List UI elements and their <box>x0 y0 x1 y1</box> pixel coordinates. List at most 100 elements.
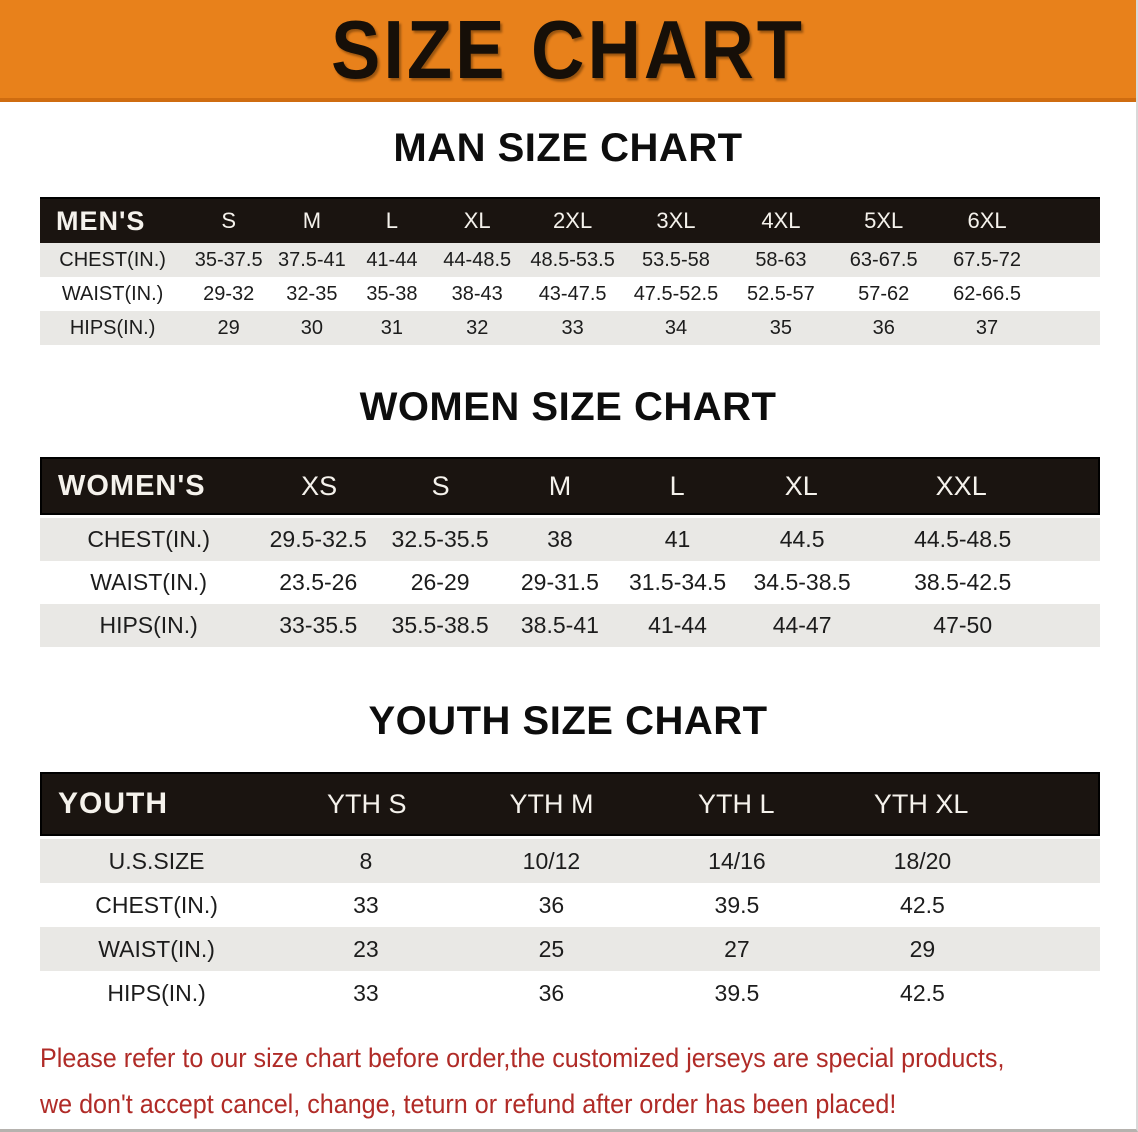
cell-value: 10/12 <box>522 847 581 874</box>
row-label: CHEST(IN.) <box>59 248 166 271</box>
cell-value: 35 <box>769 316 793 339</box>
youth-table-header: YOUTH YTH S YTH M YTH L YTH XL <box>40 772 1100 836</box>
disclaimer-line-2: we don't accept cancel, change, teturn o… <box>40 1089 897 1119</box>
cell-value: 44-48.5 <box>443 248 512 271</box>
row-label: HIPS(IN.) <box>69 316 156 339</box>
size-column-header: 6XL <box>967 208 1007 233</box>
cell-value: 23 <box>353 935 379 962</box>
table-row-chest: CHEST(IN.) 35-37.5 37.5-41 41-44 44-48.5… <box>40 243 1100 277</box>
cell-value: 31.5-34.5 <box>628 569 727 595</box>
disclaimer-line-1: Please refer to our size chart before or… <box>40 1043 1005 1073</box>
cell-value: 42.5 <box>900 979 945 1006</box>
table-row-waist: WAIST(IN.) 29-32 32-35 35-38 38-43 43-47… <box>40 277 1100 311</box>
cell-value: 52.5-57 <box>746 282 815 305</box>
cell-value: 41 <box>664 526 691 552</box>
size-column-header: L <box>669 470 685 501</box>
cell-value: 62-66.5 <box>953 282 1021 305</box>
cell-value: 33 <box>353 891 379 918</box>
men-table-header: MEN'S S M L XL 2XL 3XL 4XL 5XL 6XL <box>40 197 1100 243</box>
cell-value: 67.5-72 <box>953 248 1021 271</box>
cell-value: 38-43 <box>451 282 503 305</box>
table-row-hips: HIPS(IN.) 33-35.5 35.5-38.5 38.5-41 41-4… <box>40 604 1100 647</box>
cell-value: 37.5-41 <box>277 248 346 271</box>
cell-value: 32 <box>466 316 489 339</box>
cell-value: 35.5-38.5 <box>391 612 489 638</box>
table-row-hips: HIPS(IN.) 29 30 31 32 33 34 35 36 37 <box>40 311 1100 345</box>
cell-value: 29 <box>217 316 240 339</box>
size-column-header: XL <box>784 470 818 501</box>
cell-value: 43-47.5 <box>538 282 607 305</box>
cell-value: 47.5-52.5 <box>633 282 719 305</box>
row-label: HIPS(IN.) <box>99 612 198 638</box>
cell-value: 29.5-32.5 <box>269 526 367 552</box>
cell-value: 36 <box>538 891 565 918</box>
cell-value: 29-31.5 <box>520 569 599 595</box>
row-label: CHEST(IN.) <box>95 891 218 918</box>
size-column-header: S <box>221 208 237 233</box>
cell-value: 25 <box>538 935 565 962</box>
cell-value: 26-29 <box>410 569 470 595</box>
youth-section-heading: YOUTH SIZE CHART <box>368 699 768 743</box>
cell-value: 42.5 <box>900 891 945 918</box>
row-label: WAIST(IN.) <box>90 569 207 595</box>
women-size-table: WOMEN'S XS S M L XL XXL CHEST(IN.) 29.5-… <box>40 457 1100 647</box>
cell-value: 44.5-48.5 <box>914 526 1012 552</box>
banner-title: SIZE CHART <box>331 2 805 96</box>
youth-header-label: YOUTH <box>58 787 168 820</box>
cell-value: 32-35 <box>286 282 338 305</box>
size-column-header: YTH M <box>509 788 594 819</box>
women-table-header: WOMEN'S XS S M L XL XXL <box>40 457 1100 515</box>
size-column-header: 4XL <box>761 208 801 233</box>
cell-value: 39.5 <box>714 891 760 918</box>
cell-value: 44-47 <box>772 612 832 638</box>
disclaimer-text: Please refer to our size chart before or… <box>40 1035 1059 1127</box>
men-section-heading: MAN SIZE CHART <box>393 126 743 170</box>
size-column-header: XXL <box>935 470 987 501</box>
cell-value: 38 <box>547 526 573 552</box>
cell-value: 34 <box>664 316 688 339</box>
cell-value: 23.5-26 <box>279 569 358 595</box>
cell-value: 18/20 <box>893 847 952 874</box>
men-size-chart-section: MAN SIZE CHART MEN'S S M L XL 2XL 3XL 4X… <box>0 126 1136 345</box>
size-column-header: 5XL <box>864 208 904 233</box>
size-column-header: YTH S <box>326 788 407 819</box>
cell-value: 44.5 <box>779 526 825 552</box>
women-size-chart-section: WOMEN SIZE CHART WOMEN'S XS S M L XL XXL… <box>0 385 1136 647</box>
women-header-label: WOMEN'S <box>58 469 206 502</box>
cell-value: 34.5-38.5 <box>753 569 851 595</box>
cell-value: 14/16 <box>708 847 766 874</box>
cell-value: 8 <box>359 847 373 874</box>
cell-value: 48.5-53.5 <box>530 248 615 271</box>
cell-value: 58-63 <box>755 248 807 271</box>
cell-value: 36 <box>872 316 895 339</box>
women-section-heading: WOMEN SIZE CHART <box>359 385 777 429</box>
table-row-chest: CHEST(IN.) 33 36 39.5 42.5 <box>40 883 1100 927</box>
table-row-us-size: U.S.SIZE 8 10/12 14/16 18/20 <box>40 839 1100 883</box>
row-label: U.S.SIZE <box>108 847 205 874</box>
size-column-header: YTH L <box>698 788 775 819</box>
banner: SIZE CHART <box>0 0 1136 102</box>
row-label: WAIST(IN.) <box>98 935 215 962</box>
size-column-header: 3XL <box>656 208 696 233</box>
size-column-header: XS <box>301 470 338 501</box>
cell-value: 32.5-35.5 <box>391 526 489 552</box>
cell-value: 33 <box>353 979 379 1006</box>
size-column-header: S <box>431 470 450 501</box>
table-row-waist: WAIST(IN.) 23 25 27 29 <box>40 927 1100 971</box>
row-label: CHEST(IN.) <box>87 526 210 552</box>
cell-value: 63-67.5 <box>849 248 918 271</box>
cell-value: 47-50 <box>933 612 993 638</box>
cell-value: 27 <box>724 935 750 962</box>
men-size-table: MEN'S S M L XL 2XL 3XL 4XL 5XL 6XL CHEST… <box>40 197 1100 345</box>
size-column-header: L <box>385 208 399 233</box>
youth-size-table: YOUTH YTH S YTH M YTH L YTH XL U.S.SIZE … <box>40 772 1100 1015</box>
cell-value: 33-35.5 <box>279 612 358 638</box>
size-column-header: YTH XL <box>873 788 969 819</box>
table-row-waist: WAIST(IN.) 23.5-26 26-29 29-31.5 31.5-34… <box>40 561 1100 604</box>
row-label: HIPS(IN.) <box>107 979 206 1006</box>
cell-value: 29-32 <box>203 282 255 305</box>
cell-value: 31 <box>380 316 404 339</box>
table-row-hips: HIPS(IN.) 33 36 39.5 42.5 <box>40 971 1100 1015</box>
cell-value: 35-37.5 <box>194 248 263 271</box>
cell-value: 41-44 <box>648 612 707 638</box>
